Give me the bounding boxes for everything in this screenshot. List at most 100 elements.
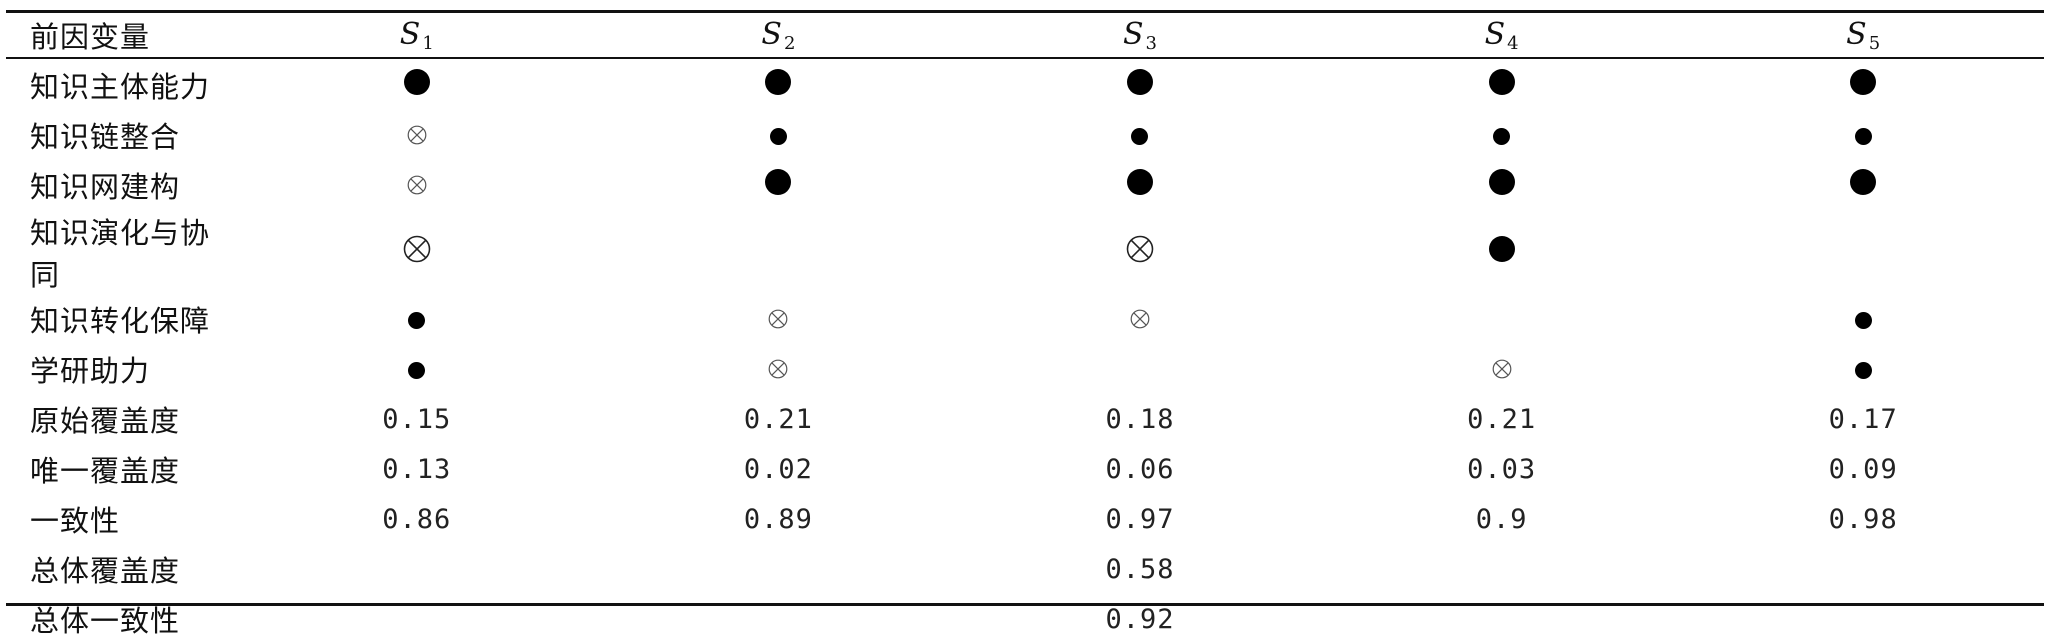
row-label: 学研助力 [30,354,151,388]
row-label: 知识转化保障 [30,304,211,338]
condition-cell [959,60,1321,110]
condition-cell [598,294,960,344]
condition-cell [1682,160,2044,210]
row-label: 原始覆盖度 [30,404,181,438]
metric-value: 0.21 [743,403,813,435]
bottom-rule [6,603,2044,606]
metric-row: 一致性 0.86 0.89 0.97 0.9 0.98 [6,494,2044,544]
condition-cell [236,210,598,294]
metric-value: 0.13 [382,453,452,485]
condition-cell [1682,294,2044,344]
row-label: 知识网建构 [30,170,181,204]
peripheral-present-icon [769,127,787,145]
peripheral-present-icon [1131,127,1149,145]
core-present-icon [765,68,792,95]
row-label: 唯一覆盖度 [30,454,181,488]
overall-row: 总体覆盖度 0.58 [6,544,2044,594]
overall-value: 0.92 [1105,603,1175,635]
core-present-icon [1488,235,1515,262]
metric-value: 0.89 [743,503,813,535]
peripheral-absent-icon [768,309,788,329]
condition-row: 知识转化保障 [6,294,2044,344]
condition-row: 知识主体能力 [6,60,2044,110]
condition-cell [236,60,598,110]
condition-cell [1321,60,1683,110]
row-label: 知识链整合 [30,120,181,154]
metric-value: 0.06 [1105,453,1175,485]
condition-row: 学研助力 [6,344,2044,394]
metric-row: 唯一覆盖度 0.13 0.02 0.06 0.03 0.09 [6,444,2044,494]
condition-cell [236,294,598,344]
row-label: 总体覆盖度 [30,554,181,588]
condition-cell [236,110,598,160]
condition-cell [598,60,960,110]
metric-value: 0.21 [1467,403,1537,435]
condition-cell [1321,344,1683,394]
condition-cell [959,110,1321,160]
row-label: 一致性 [30,504,121,538]
condition-cell [959,294,1321,344]
peripheral-absent-icon [1130,309,1150,329]
peripheral-present-icon [1854,127,1872,145]
condition-row: 知识网建构 [6,160,2044,210]
condition-cell [1682,344,2044,394]
condition-cell [1682,60,2044,110]
condition-cell [1321,294,1683,344]
metric-value: 0.09 [1828,453,1898,485]
core-present-icon [1126,68,1153,95]
condition-cell [1321,210,1683,294]
condition-cell [959,344,1321,394]
top-rule [6,10,2044,13]
metric-value: 0.86 [382,503,452,535]
condition-cell [1682,110,2044,160]
condition-cell [598,210,960,294]
peripheral-present-icon [408,361,426,379]
core-present-icon [1488,68,1515,95]
metric-value: 0.17 [1828,403,1898,435]
condition-cell [236,344,598,394]
core-present-icon [403,68,430,95]
condition-row: 知识链整合 [6,110,2044,160]
metric-value: 0.03 [1467,453,1537,485]
core-absent-icon [403,235,431,263]
condition-row: 知识演化与协同 [6,210,2044,294]
condition-cell [959,210,1321,294]
core-present-icon [1850,68,1877,95]
condition-cell [598,344,960,394]
row-label: 知识演化与协同 [30,216,211,292]
condition-cell [598,110,960,160]
peripheral-present-icon [1854,361,1872,379]
condition-cell [959,160,1321,210]
core-present-icon [1126,168,1153,195]
peripheral-present-icon [1854,311,1872,329]
condition-cell [1321,110,1683,160]
overall-row: 总体一致性 0.92 [6,594,2044,644]
condition-cell [598,160,960,210]
metric-row: 原始覆盖度 0.15 0.21 0.18 0.21 0.17 [6,394,2044,444]
core-present-icon [765,168,792,195]
condition-cell [236,160,598,210]
peripheral-absent-icon [407,175,427,195]
peripheral-present-icon [408,311,426,329]
metric-value: 0.02 [743,453,813,485]
metric-value: 0.18 [1105,403,1175,435]
metric-value: 0.98 [1828,503,1898,535]
header-rule [6,57,2044,59]
peripheral-absent-icon [407,125,427,145]
condition-cell [1682,210,2044,294]
header-corner: 前因变量 [30,20,151,54]
row-label: 知识主体能力 [30,70,211,104]
peripheral-absent-icon [1492,359,1512,379]
row-label: 总体一致性 [30,604,181,638]
condition-cell [1321,160,1683,210]
metric-value: 0.9 [1475,503,1528,535]
metric-value: 0.15 [382,403,452,435]
peripheral-absent-icon [768,359,788,379]
